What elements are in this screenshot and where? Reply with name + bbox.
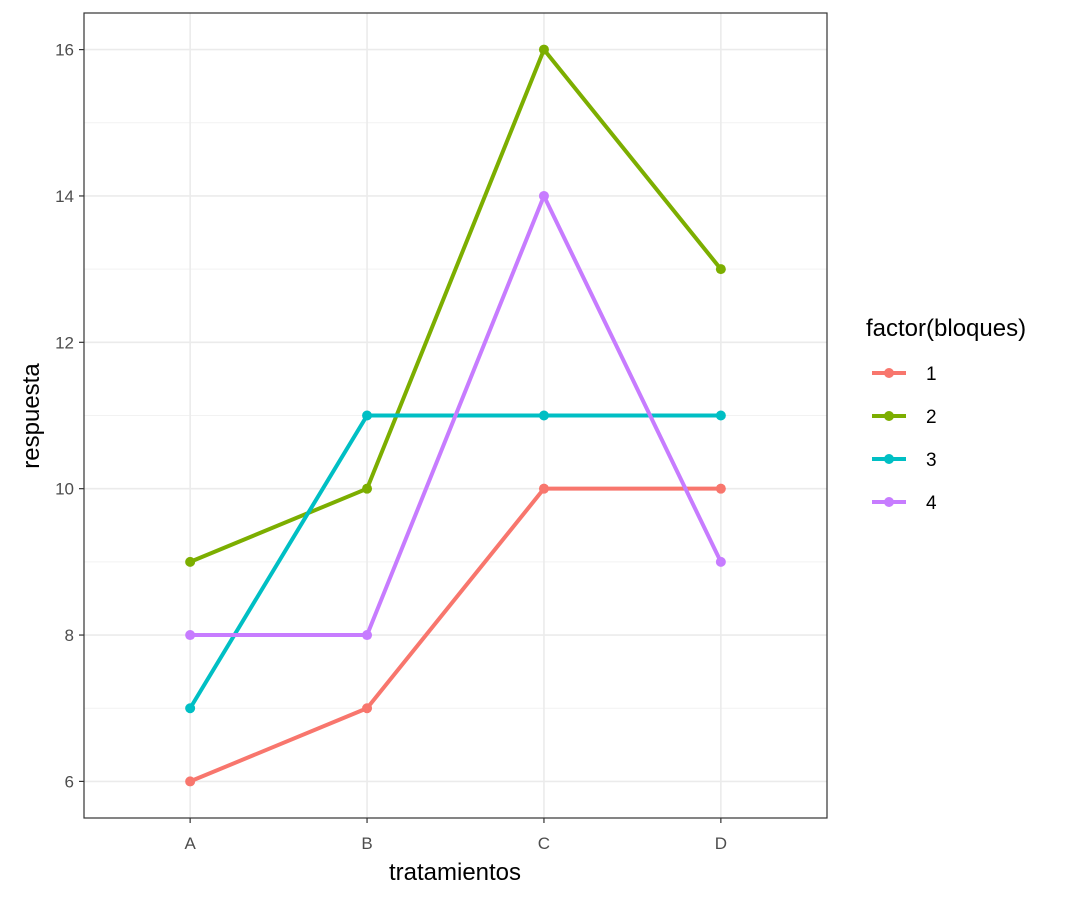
legend-title: factor(bloques) — [866, 315, 1026, 342]
x-tick-label: A — [184, 834, 196, 853]
legend-items: 1 2 3 4 — [872, 364, 937, 514]
data-point-4-C — [538, 190, 549, 201]
x-axis-title: tratamientos — [389, 859, 521, 886]
legend: factor(bloques) 1 2 3 4 — [866, 315, 1026, 514]
data-point-4-B — [362, 630, 373, 641]
y-tick-label: 10 — [55, 480, 74, 499]
series-lines — [188, 47, 723, 784]
plot-panel-border — [83, 12, 828, 819]
data-point-2-B — [362, 483, 373, 494]
data-point-3-B — [362, 410, 373, 421]
data-point-3-A — [185, 703, 196, 714]
y-tick-label: 16 — [55, 41, 74, 60]
data-point-1-A — [185, 776, 196, 787]
legend-label-2: 2 — [926, 407, 937, 428]
legend-key-point-4 — [884, 497, 894, 507]
x-tick-label: C — [538, 834, 550, 853]
legend-key-point-1 — [884, 368, 894, 378]
data-point-2-D — [715, 264, 726, 275]
y-axis-title: respuesta — [18, 363, 45, 469]
data-point-1-B — [362, 703, 373, 714]
legend-label-3: 3 — [926, 450, 937, 471]
data-point-1-C — [538, 483, 549, 494]
data-point-4-A — [185, 630, 196, 641]
data-point-4-D — [715, 556, 726, 567]
y-tick-label: 12 — [55, 333, 74, 352]
x-axis: A B C D — [184, 818, 727, 853]
legend-label-4: 4 — [926, 493, 937, 514]
x-tick-label: B — [361, 834, 372, 853]
data-point-3-D — [715, 410, 726, 421]
legend-key-point-2 — [884, 411, 894, 421]
series-line-4 — [190, 193, 723, 638]
data-point-2-A — [185, 556, 196, 567]
data-point-1-D — [715, 483, 726, 494]
series-points — [185, 44, 726, 787]
y-axis: 6 8 10 12 14 16 — [55, 41, 84, 791]
legend-key-point-3 — [884, 454, 894, 464]
y-tick-label: 8 — [65, 626, 74, 645]
y-tick-label: 14 — [55, 187, 74, 206]
series-line-1 — [189, 486, 721, 784]
data-point-2-C — [538, 44, 549, 55]
series-line-2 — [189, 47, 723, 564]
y-tick-label: 6 — [65, 772, 74, 791]
x-tick-label: D — [715, 834, 727, 853]
legend-label-1: 1 — [926, 364, 937, 385]
data-point-3-C — [538, 410, 549, 421]
